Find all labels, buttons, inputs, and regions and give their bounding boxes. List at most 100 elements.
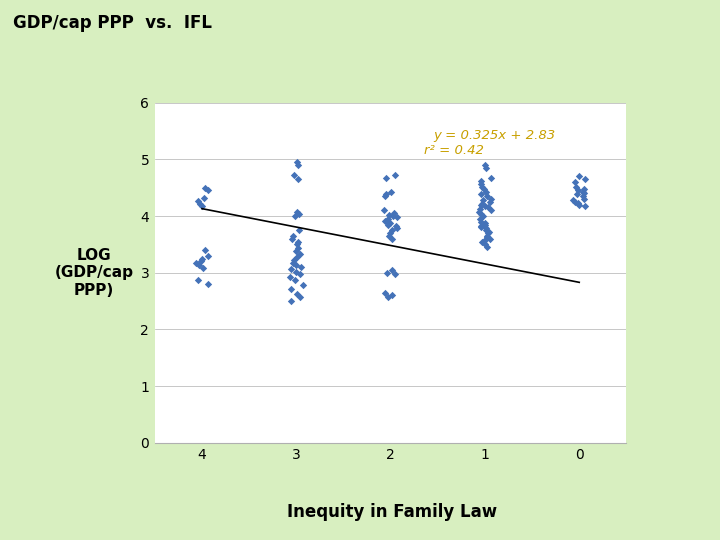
Point: [569, 178, 580, 186]
Point: [380, 190, 392, 199]
Point: [389, 270, 400, 279]
Point: [294, 210, 305, 219]
Point: [292, 160, 304, 169]
Point: [379, 288, 391, 297]
Point: [291, 247, 302, 255]
Point: [475, 190, 487, 199]
Point: [293, 226, 305, 234]
Point: [573, 172, 585, 180]
Point: [480, 164, 492, 172]
Point: [482, 243, 493, 252]
Point: [297, 281, 308, 289]
Point: [572, 190, 583, 199]
Point: [193, 261, 204, 269]
Point: [390, 171, 401, 179]
Point: [380, 174, 392, 183]
Point: [578, 185, 590, 193]
Point: [481, 233, 492, 241]
Point: [387, 212, 399, 220]
Point: [478, 185, 490, 193]
Point: [286, 234, 297, 243]
Point: [484, 198, 495, 206]
Point: [476, 182, 487, 191]
Point: [477, 199, 488, 208]
Point: [202, 280, 213, 288]
Point: [479, 220, 490, 229]
Point: [480, 235, 491, 244]
Point: [202, 186, 213, 195]
Point: [290, 261, 302, 269]
Point: [390, 222, 402, 231]
Point: [196, 254, 207, 263]
Point: [475, 222, 487, 231]
Point: [477, 212, 488, 220]
Point: [486, 174, 498, 183]
Point: [476, 237, 487, 246]
Point: [572, 199, 584, 207]
Point: [199, 183, 210, 192]
Point: [385, 188, 397, 197]
Point: [379, 206, 390, 214]
Point: [482, 229, 493, 238]
Point: [284, 272, 296, 281]
Point: [386, 266, 397, 274]
Point: [480, 160, 491, 169]
Point: [485, 206, 497, 214]
Text: r² = 0.42: r² = 0.42: [423, 144, 484, 157]
Point: [291, 253, 302, 261]
Point: [197, 202, 208, 211]
Point: [199, 246, 211, 254]
Point: [578, 194, 590, 203]
Point: [567, 196, 579, 205]
Point: [477, 196, 489, 205]
Point: [474, 214, 485, 223]
Point: [580, 201, 591, 210]
Point: [386, 291, 397, 300]
Point: [480, 188, 492, 197]
Point: [382, 220, 394, 229]
Point: [292, 175, 304, 184]
Point: [474, 204, 486, 213]
Point: [475, 200, 487, 209]
Point: [480, 201, 491, 210]
Point: [289, 171, 300, 179]
Point: [484, 227, 495, 236]
Point: [570, 182, 581, 191]
Point: [475, 217, 487, 226]
Point: [384, 211, 395, 219]
Point: [292, 244, 304, 253]
Point: [197, 264, 209, 273]
Point: [289, 275, 301, 284]
Point: [572, 186, 584, 195]
Point: [386, 234, 397, 243]
Point: [484, 234, 495, 243]
Point: [578, 189, 590, 198]
Point: [475, 179, 487, 188]
Point: [202, 251, 213, 260]
Point: [475, 210, 487, 219]
Point: [294, 293, 306, 301]
Text: Inequity in Family Law: Inequity in Family Law: [287, 503, 498, 521]
Point: [382, 214, 394, 223]
Point: [475, 223, 487, 232]
Point: [287, 232, 299, 240]
Point: [382, 293, 393, 301]
Point: [383, 232, 395, 240]
Point: [386, 226, 397, 234]
Point: [382, 268, 393, 277]
Point: [382, 217, 394, 226]
Point: [290, 267, 302, 276]
Point: [480, 219, 491, 228]
Text: GDP/cap PPP  vs.  IFL: GDP/cap PPP vs. IFL: [13, 14, 212, 31]
Point: [473, 208, 485, 217]
Point: [291, 289, 302, 298]
Point: [481, 192, 492, 200]
Point: [480, 226, 492, 234]
Point: [289, 212, 301, 220]
Point: [384, 229, 396, 238]
Point: [288, 256, 300, 265]
Point: [485, 194, 496, 203]
Point: [291, 208, 302, 217]
Point: [194, 199, 205, 208]
Point: [569, 198, 580, 206]
